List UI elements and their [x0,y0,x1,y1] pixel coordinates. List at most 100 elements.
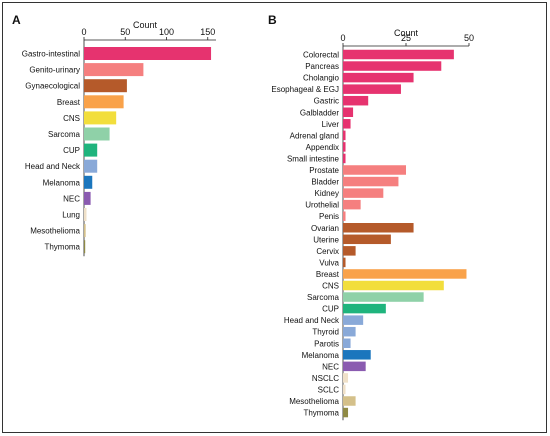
panel-a-tick-label: 150 [200,27,215,37]
panel-b-category-label: CNS [322,282,339,291]
panel-b-tick-label: 0 [340,33,345,43]
panel-b-tick-label: 25 [401,33,411,43]
panel-b-category-label: Liver [322,120,340,129]
panel-a-bar [84,208,87,221]
panel-b-category-label: Kidney [315,189,339,198]
panel-a-bar [84,240,86,254]
panel-b-category-label: Bladder [311,178,339,187]
panel-a-category-label: Sarcoma [48,130,81,139]
panel-b-bar [343,188,384,198]
panel-b-bar [343,199,361,210]
panel-b-bar [343,246,356,256]
panel-b-category-label: Pancreas [305,62,339,71]
panel-b-tick-label: 50 [464,33,474,43]
panel-b-category-label: Parotis [314,339,339,348]
panel-b-bar [343,223,414,233]
panel-b-category-label: NEC [322,362,339,371]
panel-a-letter: A [12,13,21,27]
panel-a-category-label: Breast [57,98,81,107]
panel-a-bar [84,95,124,109]
panel-a-category-label: Thymoma [44,243,80,252]
panel-a-bar [84,47,212,60]
panel-a-bar [84,143,98,157]
panel-b-bar [343,61,442,71]
panel-a-category-label: Head and Neck [25,162,81,171]
panel-a-bar [84,191,91,205]
panel-b-axis-title: Count [394,28,419,38]
panel-b-category-label: Mesothelioma [289,397,339,406]
panel-b-category-label: Uterine [313,235,339,244]
panel-a-bar [84,127,110,141]
panel-b-bar [343,384,346,395]
panel-b-chart: 0 25 50 Colorectal Pancreas Cholangio Esophage… [271,33,474,421]
panel-b-bar [343,257,346,268]
panel-a-bar [84,63,144,77]
panel-b-category-label: Appendix [306,143,339,152]
panel-a-bar [84,175,93,189]
panel-a-category-label: Mesothelioma [30,227,80,236]
panel-b-bar [343,142,346,152]
panel-b-bar [343,292,424,302]
panel-b-category-label: Breast [316,270,340,279]
panel-b-bar [343,234,391,245]
panel-a-category-label: CNS [63,114,80,123]
panel-b-category-label: Gastric [314,97,339,106]
panel-a-category-label: Lung [62,211,80,220]
panel-b-bar [343,130,346,141]
panel-b-category-label: SCLC [318,385,340,394]
panel-b-bar [343,303,386,314]
panel-b-letter: B [268,13,277,27]
panel-a-bar [84,111,117,125]
panel-b-category-label: CUP [322,305,339,314]
panel-a-category-label: Gastro-intestinal [22,50,80,59]
panel-b-category-label: Cholangio [303,74,340,83]
panel-b-bar [343,119,351,129]
panel-b-bar [343,211,346,221]
panel-b-category-label: Small intestine [287,154,340,163]
panel-b-bar [343,373,349,383]
panel-b-bar [343,72,414,83]
panel-b-bar [343,326,356,337]
panel-b-bar [343,338,351,348]
panel-b-bar [343,315,364,325]
panel-b-category-label: Galbladder [300,108,339,117]
panel-b-bar [343,165,406,175]
panel-a-category-label: Melanoma [43,178,81,187]
panel-b-category-label: Head and Neck [284,316,340,325]
panel-b-category-label: Penis [319,212,339,221]
panel-a-bar [84,79,127,93]
panel-b-bar [343,361,366,372]
panel-b-category-label: Ovarian [311,224,339,233]
panel-b-category-label: Thymoma [303,409,339,418]
panel-b-category-label: Sarcoma [307,293,340,302]
panel-a-chart: 0 50 100 150 Gastro-intestinal Genito-urinary… [22,27,216,257]
panel-b-bar [343,153,346,164]
panel-b-bar [343,407,349,418]
panel-b-bar [343,95,369,106]
panel-b-category-label: Prostate [309,166,339,175]
panel-a-category-label: NEC [63,194,80,203]
panel-a-bar [84,224,86,238]
panel-b-bar [343,49,454,60]
panel-a-category-label: CUP [63,146,80,155]
panel-b-bar [343,396,356,406]
panel-a-tick-label: 50 [120,27,130,37]
panel-a-axis-title: Count [133,20,158,30]
panel-a-category-label: Genito-urinary [29,66,80,75]
panel-b-category-label: Cervix [316,247,339,256]
panel-b-bar [343,269,467,279]
panel-b-category-label: Adrenal gland [290,131,339,140]
panel-b-category-label: Urothelial [305,201,339,210]
panel-b-bar [343,84,401,94]
panel-a-category-label: Gynaecological [25,82,80,91]
panel-a-bar [84,159,98,173]
panel-b-bar [343,350,371,360]
panel-b-category-label: Colorectal [303,51,339,60]
panel-a-tick-label: 100 [159,27,174,37]
panel-b-category-label: Melanoma [302,351,340,360]
panel-a-tick-label: 0 [81,27,86,37]
panel-b-category-label: Thyroid [312,328,339,337]
panel-b-category-label: Esophageal & EGJ [271,85,339,94]
panel-b-bar [343,107,354,117]
